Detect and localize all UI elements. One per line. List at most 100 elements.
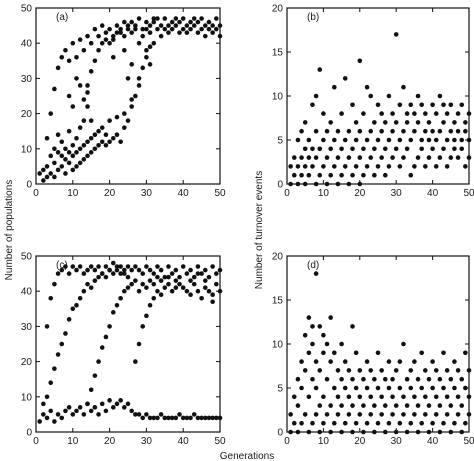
panel-c-point-114 xyxy=(191,274,197,280)
panel-c-point-95 xyxy=(122,271,127,276)
panel-b-point-110 xyxy=(419,137,424,143)
panel-a-point-134 xyxy=(188,26,193,32)
panel-d-point-12 xyxy=(302,332,308,338)
panel-a-point-153 xyxy=(88,118,94,123)
panel-a-point-51 xyxy=(114,114,120,120)
panel-a-point-127 xyxy=(177,30,182,35)
panel-b-point-132 xyxy=(444,111,450,116)
panel-d-point-81 xyxy=(379,412,384,417)
panel-a-point-49 xyxy=(110,135,116,141)
panel-b-point-56 xyxy=(353,120,359,125)
panel-a-point-15 xyxy=(59,139,65,145)
panel-a-point-142 xyxy=(202,33,208,39)
panel-d-xtick-label-1: 10 xyxy=(318,436,330,447)
panel-a-point-74 xyxy=(77,37,83,42)
panel-b-point-47 xyxy=(342,76,348,81)
panel-b-point-43 xyxy=(339,146,344,152)
panel-a-point-42 xyxy=(96,128,101,134)
panel-b-point-21 xyxy=(313,155,319,160)
panel-a-point-105 xyxy=(118,26,123,32)
panel-c-point-14 xyxy=(88,408,94,414)
panel-b-point-109 xyxy=(419,146,424,152)
panel-b-point-15 xyxy=(306,155,312,160)
panel-c-point-4 xyxy=(52,419,57,424)
panel-c-point-99 xyxy=(136,267,142,273)
panel-b-point-114 xyxy=(423,111,428,116)
panel-b-point-91 xyxy=(397,164,403,169)
panel-c-point-85 xyxy=(85,267,90,273)
panel-a-point-21 xyxy=(66,128,72,134)
panel-d-point-97 xyxy=(397,385,403,391)
panel-d-point-36 xyxy=(328,429,333,435)
panel-b-point-46 xyxy=(342,137,348,143)
panel-d-point-150 xyxy=(463,420,468,426)
panel-d-point-16 xyxy=(306,315,312,320)
panel-a-point-128 xyxy=(177,19,182,25)
panel-a-point-99 xyxy=(96,47,101,53)
panel-d-point-33 xyxy=(324,412,330,417)
panel-c-point-102 xyxy=(147,267,153,273)
panel-c-point-0 xyxy=(37,419,42,424)
panel-a-point-129 xyxy=(180,26,186,32)
panel-a-point-90 xyxy=(136,16,142,21)
panel-b-point-5 xyxy=(295,164,301,169)
panel-c-point-62 xyxy=(85,281,90,287)
panel-d-point-125 xyxy=(430,359,435,364)
panel-a-point-27 xyxy=(74,135,79,141)
panel-a-point-50 xyxy=(114,132,120,138)
panel-c-point-47 xyxy=(210,415,215,421)
panel-d-point-57 xyxy=(350,403,355,408)
panel-d-point-145 xyxy=(455,394,461,400)
panel-c-point-1 xyxy=(41,412,46,417)
panel-c: 0 10 20 30 40 50 0 10 20 30 40 50 (c) xyxy=(21,252,226,448)
panel-a-point-113 xyxy=(147,30,153,35)
panel-c-point-86 xyxy=(88,264,94,269)
panel-b-point-37 xyxy=(332,137,337,143)
panel-c-point-119 xyxy=(210,264,215,269)
panel-c-point-92 xyxy=(110,260,116,266)
panel-d-point-102 xyxy=(404,429,410,435)
panel-c-point-108 xyxy=(169,271,175,276)
panel-d-point-61 xyxy=(353,385,359,391)
panel-c-point-159 xyxy=(133,359,138,364)
panel-c-point-2 xyxy=(44,415,50,421)
panel-c-point-125 xyxy=(96,359,101,364)
panel-b-point-24 xyxy=(317,172,323,178)
panel-d-point-134 xyxy=(441,350,446,356)
panel-d-point-54 xyxy=(346,394,352,400)
panel-c-point-150 xyxy=(188,292,193,298)
panel-c-point-49 xyxy=(217,415,223,421)
panel-b-xtick-label-5: 50 xyxy=(463,188,474,199)
panel-b-point-81 xyxy=(382,120,388,125)
panel-a-point-108 xyxy=(129,19,134,25)
panel-b-point-11 xyxy=(302,164,308,169)
panel-b-point-88 xyxy=(393,146,399,152)
panel-d-point-24 xyxy=(313,271,319,276)
panel-d-point-151 xyxy=(463,385,468,391)
panel-d-point-118 xyxy=(423,394,428,400)
panel-d-point-11 xyxy=(302,368,308,373)
panel-c-point-105 xyxy=(158,267,164,273)
panel-d-point-39 xyxy=(328,315,333,320)
panel-c-point-69 xyxy=(110,271,116,276)
panel-c-point-153 xyxy=(199,295,204,301)
panel-b-point-69 xyxy=(368,93,374,99)
panel-c-point-35 xyxy=(166,415,171,421)
panel-d-point-141 xyxy=(452,420,457,426)
panel-d-point-34 xyxy=(324,376,330,382)
panel-d-point-58 xyxy=(350,376,355,382)
panel-c-point-15 xyxy=(92,405,98,410)
panel-d-point-144 xyxy=(455,412,461,417)
panel-a-point-36 xyxy=(85,104,90,109)
panel-d-point-51 xyxy=(342,385,348,391)
panel-a-point-96 xyxy=(85,83,90,88)
panel-c-point-93 xyxy=(114,267,120,273)
panel-a-point-97 xyxy=(88,69,94,74)
panel-a-point-103 xyxy=(110,33,116,39)
panel-d-point-55 xyxy=(346,368,352,373)
panel-b-point-97 xyxy=(404,146,410,152)
panel-a-point-132 xyxy=(184,30,190,35)
panel-b-xtick-label-3: 30 xyxy=(391,188,403,199)
panel-d-point-88 xyxy=(386,385,392,391)
panel-d-point-18 xyxy=(310,376,315,382)
